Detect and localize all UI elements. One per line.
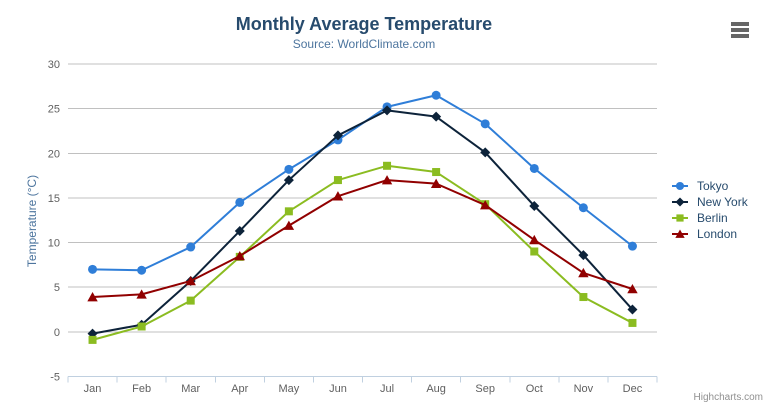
data-point-marker[interactable]	[578, 203, 588, 213]
y-axis-label: 25	[48, 104, 60, 116]
legend-item-new-york[interactable]: New York	[672, 194, 748, 210]
data-point-marker[interactable]	[333, 176, 342, 185]
data-point-marker[interactable]	[88, 335, 97, 344]
data-point-marker[interactable]	[186, 242, 196, 252]
data-point-marker[interactable]	[480, 147, 491, 158]
data-point-marker[interactable]	[234, 225, 245, 236]
chart-title: Monthly Average Temperature	[235, 14, 493, 34]
legend-label: New York	[697, 195, 748, 209]
x-axis-label: Jul	[380, 383, 394, 395]
data-point-marker[interactable]	[284, 164, 294, 174]
data-point-marker[interactable]	[235, 197, 245, 207]
x-axis-label: Oct	[526, 383, 543, 395]
y-axis-label: 30	[48, 59, 60, 71]
data-point-marker[interactable]	[185, 275, 196, 286]
data-point-marker[interactable]	[480, 119, 490, 129]
data-point-marker[interactable]	[578, 250, 589, 261]
data-point-marker[interactable]	[137, 322, 146, 331]
x-axis-label: Feb	[132, 383, 151, 395]
legend-marker-triangle-icon	[672, 229, 688, 238]
data-point-marker[interactable]	[430, 178, 442, 188]
x-axis-label: Mar	[181, 383, 200, 395]
legend-item-berlin[interactable]: Berlin	[672, 210, 748, 226]
data-point-marker[interactable]	[332, 130, 343, 141]
x-axis-label: Dec	[623, 383, 643, 395]
data-point-marker[interactable]	[332, 191, 344, 201]
hamburger-menu-icon[interactable]	[731, 22, 749, 38]
data-point-marker[interactable]	[284, 207, 293, 216]
y-axis-label: 20	[48, 148, 60, 160]
x-axis-label: Aug	[426, 383, 446, 395]
data-point-marker[interactable]	[578, 267, 589, 278]
data-point-marker[interactable]	[137, 265, 147, 275]
y-axis-label: 0	[54, 327, 60, 339]
x-axis-label: Apr	[231, 383, 248, 395]
data-point-marker[interactable]	[87, 292, 98, 302]
x-axis-label: Sep	[475, 383, 495, 395]
data-point-marker[interactable]	[234, 250, 245, 261]
x-axis-label: Jan	[84, 383, 102, 395]
y-axis-title: Temperature (°C)	[25, 174, 39, 268]
data-point-marker[interactable]	[628, 318, 637, 327]
data-point-marker[interactable]	[627, 241, 637, 251]
data-point-marker[interactable]	[283, 220, 295, 230]
data-point-marker[interactable]	[431, 90, 441, 100]
data-point-marker[interactable]	[529, 163, 539, 173]
data-point-marker[interactable]	[88, 264, 98, 274]
data-point-marker[interactable]	[529, 234, 540, 245]
data-point-marker[interactable]	[627, 284, 638, 294]
data-point-marker[interactable]	[529, 200, 540, 211]
legend-label: Tokyo	[697, 179, 729, 193]
legend-marker-square-icon	[672, 214, 688, 222]
legend-item-tokyo[interactable]: Tokyo	[672, 178, 748, 194]
legend: Tokyo New York Berlin London	[672, 178, 748, 242]
chart-subtitle: Source: WorldClimate.com	[292, 37, 436, 51]
series-london	[87, 175, 638, 302]
data-point-marker[interactable]	[381, 175, 393, 185]
y-axis-label: -5	[50, 372, 60, 384]
data-point-marker[interactable]	[627, 304, 638, 315]
data-point-marker[interactable]	[530, 247, 539, 256]
y-axis-label: 5	[54, 282, 60, 294]
y-axis-label: 15	[48, 193, 60, 205]
legend-label: London	[697, 227, 738, 241]
data-point-marker[interactable]	[283, 175, 294, 186]
x-axis-label: Nov	[574, 383, 594, 395]
data-point-marker[interactable]	[579, 293, 588, 302]
y-axis-label: 10	[48, 238, 60, 250]
data-point-marker[interactable]	[382, 105, 393, 116]
series-new-york	[87, 105, 638, 339]
series-line	[91, 94, 634, 272]
credits-link[interactable]: Highcharts.com	[693, 392, 763, 403]
data-point-marker[interactable]	[186, 296, 195, 305]
x-axis-label: Jun	[329, 383, 347, 395]
legend-item-london[interactable]: London	[672, 226, 748, 242]
legend-label: Berlin	[697, 211, 728, 225]
series-line	[91, 109, 634, 335]
series-line	[91, 164, 634, 341]
data-point-marker[interactable]	[383, 161, 392, 170]
series-line	[91, 179, 634, 299]
x-axis-label: May	[278, 383, 299, 395]
data-point-marker[interactable]	[136, 289, 147, 299]
legend-marker-circle-icon	[672, 181, 688, 191]
data-point-marker[interactable]	[480, 200, 491, 210]
data-point-marker[interactable]	[431, 111, 442, 122]
legend-marker-diamond-icon	[672, 197, 688, 207]
data-point-marker[interactable]	[432, 168, 441, 177]
series-tokyo	[88, 90, 637, 275]
